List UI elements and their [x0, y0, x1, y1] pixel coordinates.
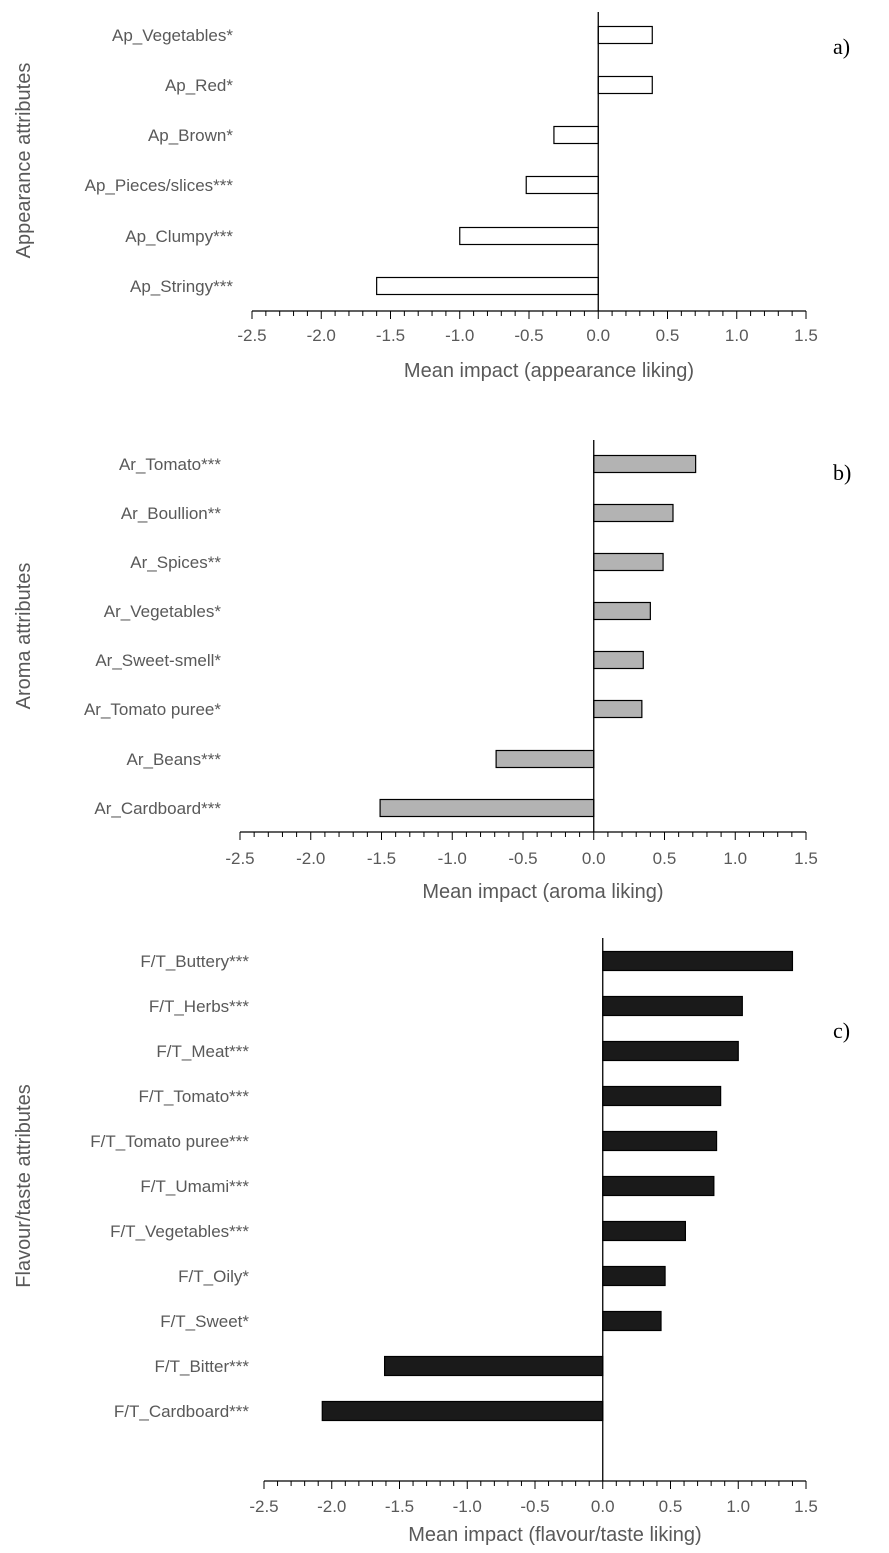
x-tick-label: 0.5 [656, 326, 680, 345]
bar [593, 454, 697, 474]
x-axis-title: Mean impact (flavour/taste liking) [408, 1524, 701, 1546]
bar [602, 1265, 666, 1287]
x-tick-label: -2.0 [296, 849, 325, 868]
x-tick-label: 1.5 [794, 849, 818, 868]
x-tick-label: 1.0 [723, 849, 747, 868]
category-label: Ar_Tomato*** [119, 455, 221, 474]
panel-label: c) [833, 1018, 850, 1043]
x-tick-label: -0.5 [520, 1497, 549, 1516]
category-label: Ar_Vegetables* [104, 602, 222, 621]
x-axis-title: Mean impact (appearance liking) [404, 360, 694, 382]
category-label: Ar_Sweet-smell* [95, 651, 221, 670]
bar [602, 995, 743, 1017]
category-label: F/T_Tomato*** [138, 1087, 249, 1106]
bar [593, 552, 664, 572]
x-tick-label: 0.0 [591, 1497, 615, 1516]
x-axis-title: Mean impact (aroma liking) [422, 881, 663, 903]
category-label: F/T_Cardboard*** [114, 1402, 250, 1421]
bar [602, 1040, 739, 1062]
x-tick-label: 1.0 [726, 1497, 750, 1516]
chart-panel-2: Ar_Tomato*** Ar_Boullion** Ar_Spices** Ar_V… [13, 440, 851, 903]
category-label: F/T_Meat*** [156, 1042, 249, 1061]
bar [593, 650, 644, 670]
x-tick-label: 1.5 [794, 326, 818, 345]
x-tick-label: -2.0 [317, 1497, 346, 1516]
bar [495, 749, 595, 769]
x-tick-label: 0.0 [586, 326, 610, 345]
x-tick-label: -2.0 [307, 326, 336, 345]
category-label: F/T_Herbs*** [149, 997, 250, 1016]
category-label: Ar_Boullion** [121, 504, 222, 523]
category-label: Ap_Red* [165, 76, 233, 95]
category-label: F/T_Bitter*** [155, 1357, 250, 1376]
bar [593, 699, 643, 719]
category-label: Ar_Tomato puree* [84, 700, 221, 719]
y-axis-title: Aroma attributes [13, 563, 35, 710]
category-label: Ar_Spices** [130, 553, 221, 572]
bar [379, 798, 595, 818]
x-tick-label: -1.5 [367, 849, 396, 868]
bar [602, 1310, 662, 1332]
category-label: Ar_Cardboard*** [94, 799, 221, 818]
category-label: Ap_Pieces/slices*** [85, 176, 234, 195]
bar [593, 601, 651, 621]
x-tick-label: 0.0 [582, 849, 606, 868]
y-axis-title: Appearance attributes [13, 63, 35, 259]
category-label: Ap_Vegetables* [112, 26, 233, 45]
category-label: F/T_Vegetables*** [110, 1222, 249, 1241]
x-tick-label: 1.5 [794, 1497, 818, 1516]
y-axis-title: Flavour/taste attributes [13, 1084, 35, 1287]
bar [602, 1085, 722, 1107]
x-tick-label: -1.0 [453, 1497, 482, 1516]
bar [597, 75, 653, 95]
x-tick-label: -2.5 [237, 326, 266, 345]
x-tick-label: -0.5 [508, 849, 537, 868]
category-label: F/T_Buttery*** [140, 952, 249, 971]
category-label: Ap_Brown* [148, 126, 233, 145]
x-tick-label: -1.0 [445, 326, 474, 345]
bar [525, 175, 599, 195]
chart-panel-3: F/T_Buttery*** F/T_Herbs*** F/T_Meat*** F/T… [13, 938, 850, 1546]
bar [602, 1130, 718, 1152]
x-tick-label: 1.0 [725, 326, 749, 345]
bar [376, 276, 599, 296]
panel-label: b) [833, 460, 851, 485]
bar [602, 1175, 715, 1197]
x-tick-label: 0.5 [659, 1497, 683, 1516]
bar [321, 1400, 604, 1422]
x-tick-label: 0.5 [653, 849, 677, 868]
bar [593, 503, 674, 523]
bar [597, 25, 653, 45]
x-tick-label: -1.5 [376, 326, 405, 345]
bar [459, 226, 599, 246]
category-label: Ap_Clumpy*** [125, 227, 233, 246]
chart-panel-1: Ap_Vegetables* Ap_Red* Ap_Brown* Ap_Pieces/… [13, 12, 850, 382]
bar [602, 950, 794, 972]
category-label: F/T_Tomato puree*** [90, 1132, 249, 1151]
category-label: F/T_Sweet* [160, 1312, 249, 1331]
bar [383, 1355, 604, 1377]
category-label: F/T_Umami*** [140, 1177, 249, 1196]
panel-label: a) [833, 34, 850, 59]
x-tick-label: -0.5 [514, 326, 543, 345]
bar [602, 1220, 687, 1242]
x-tick-label: -1.0 [438, 849, 467, 868]
category-label: Ap_Stringy*** [130, 277, 233, 296]
category-label: F/T_Oily* [178, 1267, 249, 1286]
x-tick-label: -2.5 [225, 849, 254, 868]
x-tick-label: -2.5 [249, 1497, 278, 1516]
category-label: Ar_Beans*** [126, 750, 221, 769]
x-tick-label: -1.5 [385, 1497, 414, 1516]
bar [553, 125, 599, 145]
